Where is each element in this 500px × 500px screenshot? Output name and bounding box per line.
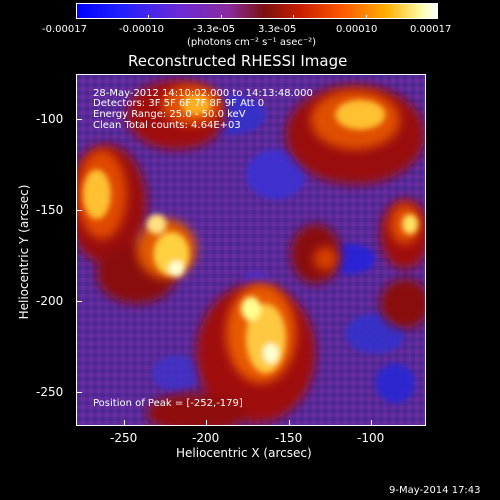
y-tick: [76, 119, 82, 120]
colorbar-label-3: 3.3e-05: [258, 24, 297, 35]
x-tick-label: -200: [192, 431, 220, 445]
x-tick-label: -150: [275, 431, 303, 445]
x-tick-label: -100: [357, 431, 385, 445]
y-tick-label: -200: [36, 294, 64, 308]
energy-range: Energy Range: 25.0 - 50.0 keV: [93, 109, 246, 120]
colorbar-label-1: -0.00010: [119, 24, 164, 35]
colorbar: [76, 3, 438, 19]
observation-time: 28-May-2012 14:10:02.000 to 14:13:48.000: [93, 88, 313, 99]
detectors-info: Detectors: 3F 5F 6F 7F 8F 9F Att 0: [93, 98, 265, 109]
colorbar-tick: [366, 15, 367, 19]
y-axis-label: Heliocentric Y (arcsec): [17, 184, 31, 320]
y-tick: [76, 301, 82, 302]
clean-counts: Clean Total counts: 4.64E+03: [93, 120, 241, 131]
x-tick: [124, 420, 125, 426]
colorbar-tick: [221, 15, 222, 19]
colorbar-tick: [293, 15, 294, 19]
y-tick-label: -250: [36, 385, 64, 399]
y-tick: [76, 392, 82, 393]
emission-map: [77, 75, 425, 425]
plot-title: Reconstructed RHESSI Image: [128, 52, 348, 70]
y-tick-label: -100: [36, 112, 64, 126]
colorbar-label-0: -0.00017: [42, 24, 87, 35]
footer-timestamp: 9-May-2014 17:43: [389, 485, 481, 496]
x-axis-label: Heliocentric X (arcsec): [176, 446, 312, 460]
x-tick: [371, 420, 372, 426]
colorbar-label-4: 0.00010: [336, 24, 378, 35]
x-tick: [289, 420, 290, 426]
colorbar-tick: [437, 15, 438, 19]
colorbar-tick: [148, 15, 149, 19]
x-tick: [206, 420, 207, 426]
colorbar-tick: [76, 15, 77, 19]
x-tick-label: -250: [110, 431, 138, 445]
y-tick-label: -150: [36, 203, 64, 217]
colorbar-label-5: 0.00017: [410, 24, 452, 35]
colorbar-units: (photons cm⁻² s⁻¹ asec⁻²): [187, 37, 317, 48]
rhessi-image: [76, 74, 426, 426]
y-tick: [76, 210, 82, 211]
colorbar-label-2: -3.3e-05: [193, 24, 235, 35]
peak-position: Position of Peak = [-252,-179]: [93, 398, 243, 409]
